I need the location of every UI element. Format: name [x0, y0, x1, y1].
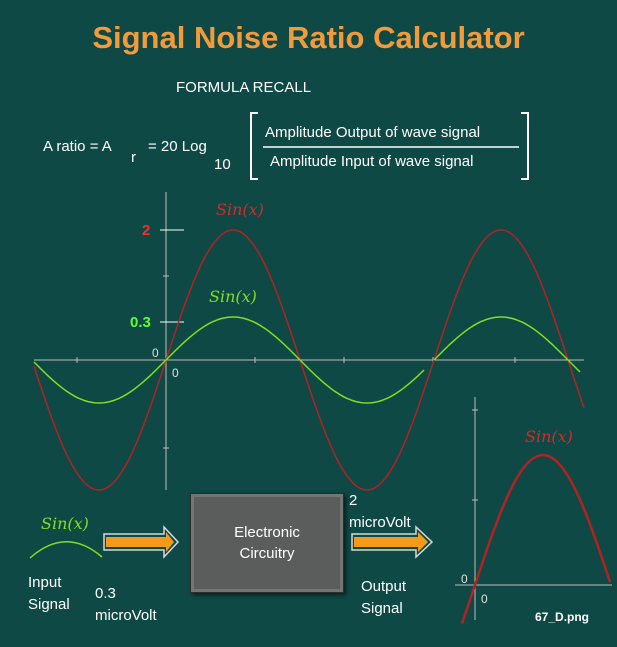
formula-denominator: Amplitude Input of wave signal — [270, 153, 474, 170]
main-chart-axes — [34, 192, 584, 490]
formula-numerator: Amplitude Output of wave signal — [265, 124, 481, 141]
main-origin-x-label: 0 — [172, 366, 179, 380]
input-curve-label: Sin(x) — [209, 287, 257, 306]
filename-label: 67_D.png — [535, 610, 590, 624]
formula-subscript-r: r — [131, 149, 136, 166]
input-voltage-value: 0.3 microVolt — [95, 585, 157, 624]
formula-log-base: 10 — [214, 156, 231, 173]
input-arrow — [103, 525, 180, 559]
mini-origin-x-label: 0 — [481, 592, 488, 606]
input-sine-curve — [33, 316, 581, 404]
formula-brackets — [250, 112, 529, 180]
mini-curve-label: Sin(x) — [525, 427, 573, 446]
output-curve-label: Sin(x) — [216, 200, 264, 219]
output-signal-caption: Output Signal — [361, 578, 407, 617]
y-tick-output-amplitude: 2 — [142, 222, 151, 239]
output-sine-curve — [33, 229, 585, 491]
input-signal-caption: Input Signal — [28, 574, 70, 613]
electronic-circuitry-block: Electronic Circuitry — [190, 493, 344, 593]
block-label: Electronic Circuitry — [234, 524, 300, 562]
y-tick-input-amplitude: 0.3 — [130, 314, 151, 331]
main-chart-reference-ticks — [160, 229, 184, 323]
mini-origin-y-label: 0 — [461, 572, 468, 586]
main-origin-y-label: 0 — [152, 346, 159, 360]
formula-heading: FORMULA RECALL — [176, 79, 312, 96]
formula-lhs: A ratio = A — [43, 138, 112, 155]
output-arrow — [351, 525, 434, 559]
page-title: Signal Noise Ratio Calculator — [92, 20, 525, 55]
input-signal-curve — [29, 541, 103, 559]
formula-log-term: = 20 Log — [148, 138, 207, 155]
input-signal-label: Sin(x) — [41, 514, 89, 533]
mini-output-curve — [460, 453, 612, 624]
output-voltage-value: 2 microVolt — [349, 492, 411, 531]
